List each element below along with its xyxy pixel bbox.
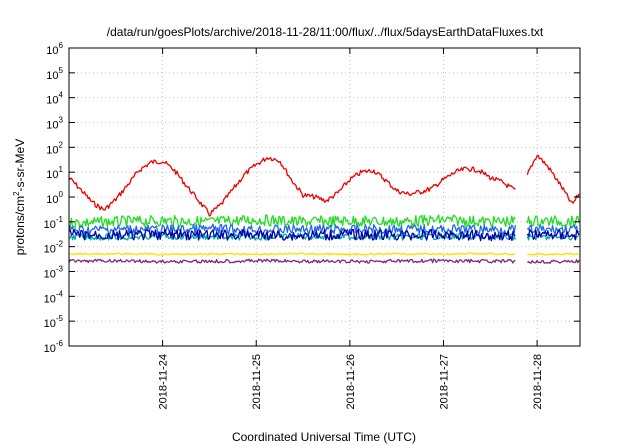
series-line [526, 224, 580, 236]
x-tick-label: 2018-11-27 [438, 354, 450, 409]
x-tick-label: 2018-11-24 [158, 354, 170, 409]
y-tick-label: 10-5 [44, 314, 64, 330]
series-line [526, 233, 580, 241]
series-line [68, 252, 516, 256]
y-tick-label: 106 [46, 41, 63, 57]
y-tick-label: 10-2 [44, 240, 64, 256]
x-tick-label: 2018-11-28 [532, 354, 544, 409]
y-tick-label: 102 [46, 140, 63, 156]
y-tick-label: 101 [46, 165, 63, 181]
series-line [526, 229, 580, 241]
y-tick-label: 10-4 [44, 289, 64, 305]
series-line [68, 214, 516, 229]
series-line [68, 228, 516, 242]
series-line [526, 154, 580, 204]
chart-title: /data/run/goesPlots/archive/2018-11-28/1… [107, 25, 544, 39]
series-line [68, 258, 516, 264]
series-line [527, 259, 580, 264]
x-tick-label: 2018-11-26 [345, 354, 357, 409]
grid-lines [69, 47, 580, 347]
y-axis: 10-6 10-5 10-4 10-3 10-2 10-1 100 101 102 103 104 1… [44, 41, 580, 355]
series-line [68, 157, 516, 217]
y-axis-label: protons/cm2-s-sr-MeV [12, 139, 27, 255]
series-layer [68, 154, 580, 264]
y-tick-label: 104 [46, 91, 63, 107]
y-tick-label: 10-1 [44, 215, 64, 231]
y-tick-label: 10-6 [44, 339, 64, 355]
y-tick-label: 105 [46, 66, 63, 82]
y-tick-label: 10-3 [44, 265, 64, 281]
y-tick-label: 100 [46, 190, 63, 206]
series-line [68, 232, 517, 241]
series-line [526, 215, 580, 228]
x-axis-label: Coordinated Universal Time (UTC) [232, 430, 416, 444]
x-tick-label: 2018-11-25 [251, 354, 263, 409]
y-tick-label: 103 [46, 116, 63, 132]
series-line [527, 252, 579, 256]
x-axis: 2018-11-24 2018-11-25 2018-11-26 2018-11-27… [158, 48, 544, 409]
series-line [68, 223, 517, 236]
